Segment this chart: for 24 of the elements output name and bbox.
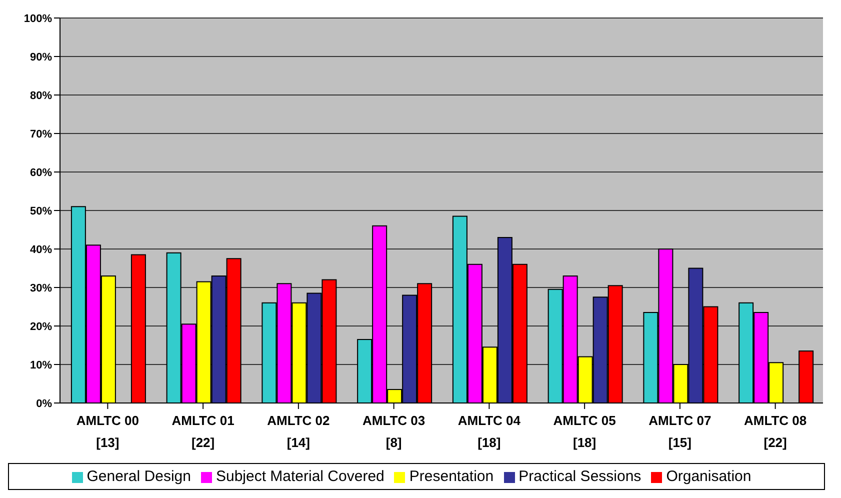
y-tick-label: 30% <box>30 282 52 294</box>
y-tick-label: 60% <box>30 166 52 179</box>
y-tick-label: 40% <box>30 244 52 256</box>
x-tick-label: AMLTC 08 [22] <box>744 413 807 450</box>
y-tick-label: 50% <box>30 205 52 218</box>
x-tick-label: AMLTC 04 [18] <box>458 413 522 450</box>
y-tick-label: 10% <box>30 359 52 372</box>
x-tick-label: AMLTC 03 [8] <box>362 413 426 450</box>
y-tick-label: 70% <box>30 128 52 140</box>
x-tick-label: AMLTC 01 [22] <box>172 413 234 450</box>
x-tick-label: AMLTC 07 [15] <box>648 413 712 450</box>
legend-label: Organisation <box>666 468 752 485</box>
legend-label: General Design <box>86 468 191 485</box>
legend-label: Practical Sessions <box>518 468 642 485</box>
x-tick-label: AMLTC 05 [18] <box>553 413 616 450</box>
y-tick-label: 100% <box>24 12 52 25</box>
x-tick-label: AMLTC 02 [14] <box>267 413 330 450</box>
y-tick-label: 90% <box>30 51 52 64</box>
legend-label: Presentation <box>409 468 494 485</box>
legend-label: Subject Material Covered <box>216 468 384 485</box>
y-tick-label: 0% <box>36 398 52 410</box>
y-tick-label: 20% <box>30 320 52 333</box>
x-tick-label: AMLTC 00 [13] <box>76 413 139 450</box>
y-tick-label: 80% <box>30 90 52 102</box>
